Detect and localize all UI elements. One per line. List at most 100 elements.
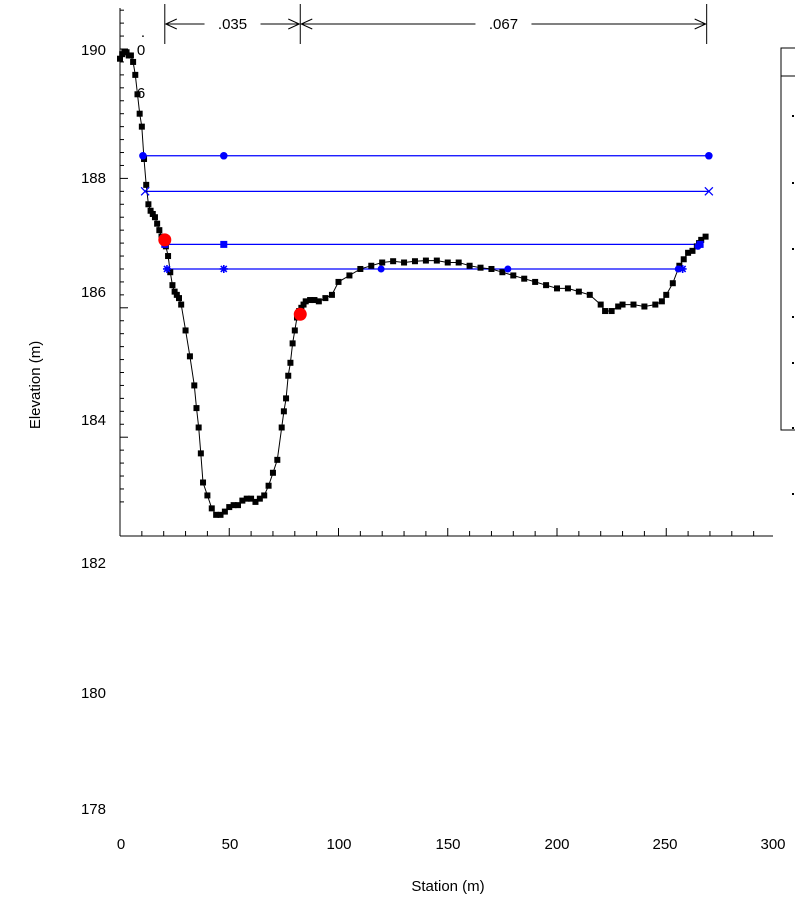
ground-point [488, 265, 495, 272]
vertical-label-char: 6 [137, 85, 145, 102]
vertical-label-char: . [141, 24, 145, 41]
x-axis-title: Station (m) [411, 878, 484, 895]
x-tick-label: 250 [652, 836, 677, 853]
ground-point [239, 497, 246, 504]
ground-point [586, 291, 593, 298]
ws-marker-star [219, 264, 228, 273]
ground-point [186, 353, 193, 360]
ground-point [138, 123, 145, 130]
ground-point [315, 298, 322, 305]
x-tick-label: 300 [760, 836, 785, 853]
ground-point [346, 272, 353, 279]
ground-point [145, 201, 152, 208]
ground-point [335, 278, 342, 285]
ground-point [171, 288, 178, 295]
legend-entry-dot [792, 427, 794, 429]
ground-point [608, 308, 615, 315]
ground-point [182, 327, 189, 334]
ground-point [127, 52, 134, 59]
y-tick-label: 190 [81, 42, 106, 59]
bank-station-marker [293, 307, 307, 321]
ground-point [217, 511, 224, 518]
ws-marker-star [678, 264, 687, 273]
ground-point [658, 298, 665, 305]
ground-point [289, 340, 296, 347]
ground-point [204, 492, 211, 499]
ground-point [322, 295, 329, 302]
manning-n-annotations: .035 .067 [164, 4, 708, 44]
ground-point [311, 297, 318, 304]
ground-point [261, 492, 268, 499]
ground-point [136, 110, 143, 117]
ground-point [287, 359, 294, 366]
ws-marker-x [140, 186, 150, 196]
ground-point [685, 249, 692, 256]
x-tick-label: 0 [117, 836, 125, 853]
axis-labels: 178 180 182 184 186 188 190 0 50 100 150 200 250 300 S… [27, 24, 786, 895]
ground-point [221, 508, 228, 515]
ground-point [280, 408, 287, 415]
x-tick-label: 100 [326, 836, 351, 853]
ground-point [193, 405, 200, 412]
ground-point [132, 71, 139, 78]
ground-point [433, 257, 440, 264]
ground-point [444, 259, 451, 266]
ground-point [554, 285, 560, 292]
ws-marker-square [220, 240, 228, 248]
water-surface-lines [142, 155, 709, 270]
ground-point [411, 258, 418, 265]
ground-point [123, 49, 130, 56]
ground-point [575, 288, 582, 295]
ground-point [151, 214, 158, 221]
ground-point [117, 55, 123, 62]
ground-point [302, 298, 309, 305]
legend-entry-dot [792, 115, 794, 117]
ground-point [134, 91, 141, 98]
legend-entry-dot [792, 316, 794, 318]
x-tick-label: 50 [222, 836, 239, 853]
ground-point [165, 253, 172, 260]
ground-point [291, 327, 298, 334]
ground-point [154, 220, 161, 227]
ws-marker-circle [219, 151, 228, 160]
ground-point [285, 372, 292, 379]
ground-point [213, 511, 220, 518]
ground-point [630, 301, 637, 308]
ws-ground-intersection [674, 265, 682, 273]
ground-point [597, 301, 604, 308]
ground-point [226, 504, 233, 511]
ground-point [379, 259, 386, 266]
ground-point [615, 303, 622, 310]
legend-entry-dot [792, 182, 794, 184]
ground-point [243, 495, 250, 502]
n-arrowhead-right [288, 18, 301, 30]
ground-point [307, 297, 314, 304]
bank-station-marker [158, 233, 172, 247]
ws-ground-intersection [377, 265, 385, 273]
ground-point [265, 482, 272, 489]
y-tick-label: 178 [81, 801, 106, 818]
ws-ground-intersection [504, 265, 512, 273]
ground-point [197, 450, 204, 457]
ws-ground-intersection [694, 242, 702, 250]
ground-point [208, 505, 215, 512]
ground-point [178, 301, 185, 308]
ground-point [564, 285, 571, 292]
ground-point [252, 498, 259, 505]
ground-point [156, 227, 163, 234]
ground-point [191, 382, 198, 389]
ws-marker-circle [705, 151, 713, 160]
ground-point [173, 291, 180, 298]
ground-point [641, 303, 648, 310]
n-arrowhead-right [694, 18, 707, 30]
y-axis-title: Elevation (m) [27, 341, 44, 429]
ground-point [269, 469, 276, 476]
ground-point [200, 479, 207, 486]
ground-point [652, 301, 659, 308]
legend-box [780, 47, 795, 495]
ground-point [702, 233, 709, 240]
ground-point [357, 265, 364, 272]
ground-point [298, 304, 305, 311]
ground-point [175, 295, 182, 302]
